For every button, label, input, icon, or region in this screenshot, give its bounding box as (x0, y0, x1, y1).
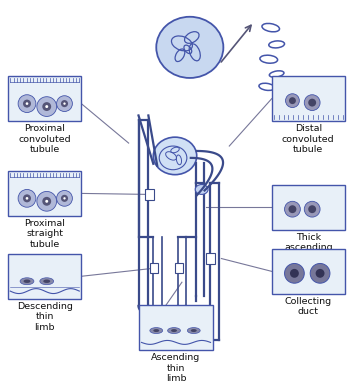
Circle shape (284, 201, 300, 217)
Ellipse shape (150, 328, 163, 333)
Text: Descending
thin
limb: Descending thin limb (17, 302, 73, 332)
Circle shape (18, 190, 36, 207)
Bar (272, 249, 345, 294)
Bar (8, 76, 81, 121)
Circle shape (42, 102, 51, 111)
Circle shape (23, 99, 31, 108)
Circle shape (310, 264, 330, 283)
Circle shape (26, 197, 28, 200)
Circle shape (304, 95, 320, 110)
Ellipse shape (40, 278, 54, 285)
Circle shape (61, 195, 68, 202)
Circle shape (57, 96, 73, 112)
Circle shape (290, 269, 299, 278)
Circle shape (26, 102, 28, 105)
Text: Thick
ascending
limb: Thick ascending limb (284, 233, 333, 263)
Circle shape (42, 197, 51, 206)
Ellipse shape (187, 328, 200, 333)
Circle shape (45, 200, 48, 203)
Ellipse shape (24, 280, 31, 283)
Ellipse shape (153, 329, 159, 332)
Circle shape (37, 97, 57, 117)
Circle shape (63, 103, 66, 105)
Circle shape (45, 105, 48, 108)
Circle shape (63, 197, 66, 200)
Circle shape (57, 190, 73, 206)
Bar (139, 305, 213, 350)
Circle shape (284, 264, 304, 283)
Circle shape (316, 269, 325, 278)
Ellipse shape (20, 278, 34, 285)
Circle shape (23, 194, 31, 202)
Bar (206, 253, 215, 264)
Bar (150, 264, 158, 273)
Text: Proximal
straight
tubule: Proximal straight tubule (24, 219, 65, 249)
Circle shape (308, 205, 316, 213)
Circle shape (304, 201, 320, 217)
Ellipse shape (171, 329, 177, 332)
Bar (8, 171, 81, 216)
Ellipse shape (43, 280, 50, 283)
Ellipse shape (195, 184, 208, 194)
Circle shape (289, 97, 296, 104)
Bar (145, 189, 154, 200)
Circle shape (37, 191, 57, 211)
Ellipse shape (168, 328, 181, 333)
Bar (8, 254, 81, 299)
Ellipse shape (153, 137, 197, 175)
Text: Distal
convoluted
tubule: Distal convoluted tubule (282, 124, 334, 154)
Circle shape (289, 205, 296, 213)
Text: Ascending
thin
limb: Ascending thin limb (151, 353, 201, 383)
Circle shape (18, 95, 36, 112)
Circle shape (285, 94, 299, 108)
Ellipse shape (191, 329, 197, 332)
Text: Proximal
convoluted
tubule: Proximal convoluted tubule (18, 124, 71, 154)
Bar (272, 76, 345, 121)
Circle shape (61, 100, 68, 107)
Text: Collecting
duct: Collecting duct (285, 297, 332, 316)
Bar (272, 184, 345, 230)
Bar (175, 264, 183, 273)
Ellipse shape (156, 17, 224, 78)
Circle shape (308, 99, 316, 106)
